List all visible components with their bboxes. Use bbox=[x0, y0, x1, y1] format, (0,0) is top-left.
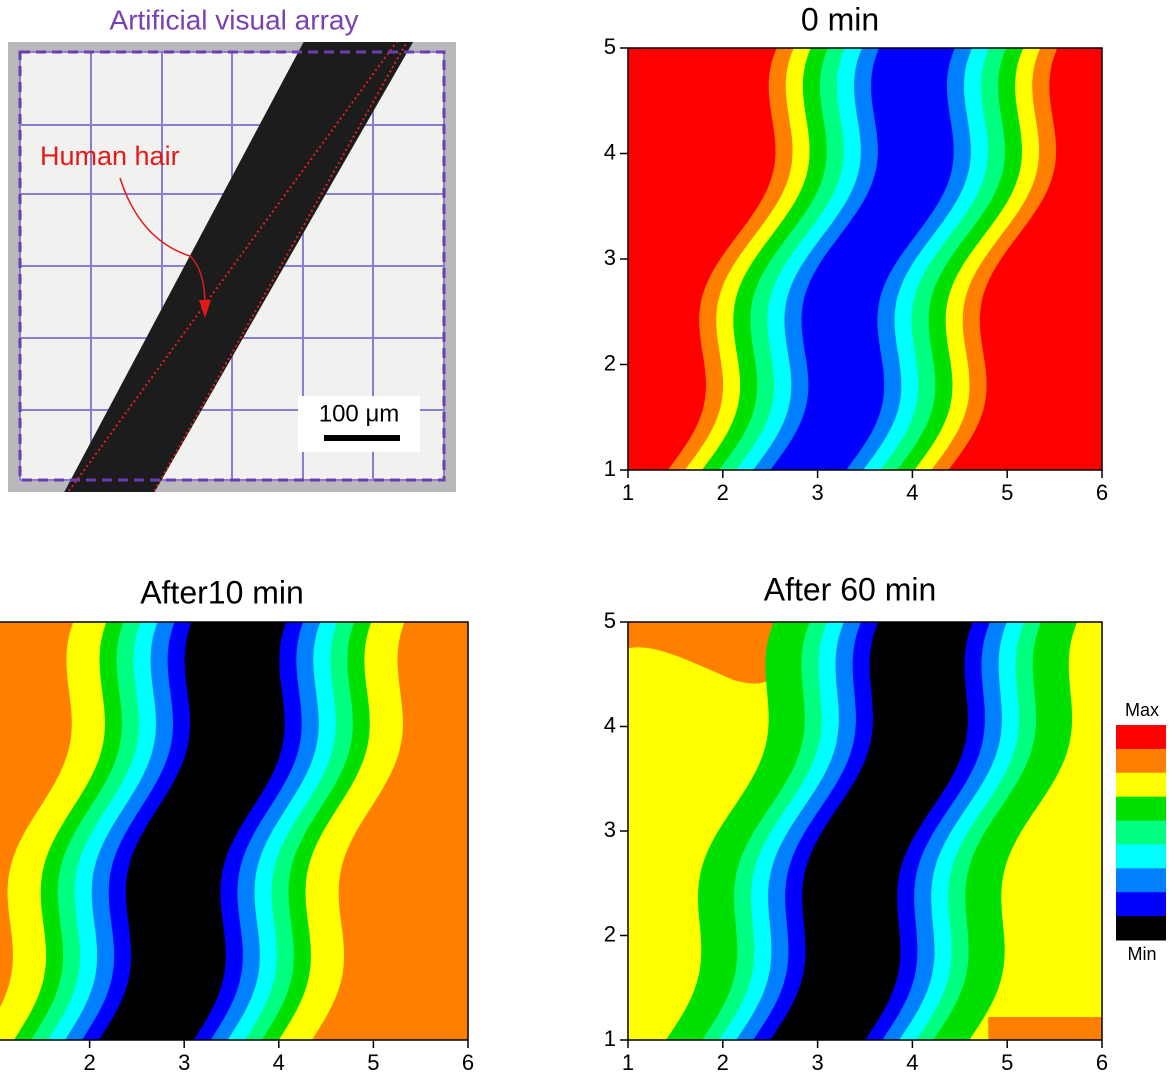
x-tick-label: 5 bbox=[1001, 480, 1013, 505]
contour-plot bbox=[0, 622, 468, 1040]
colorbar-swatch bbox=[1116, 796, 1166, 822]
x-tick-label: 5 bbox=[1001, 1050, 1013, 1075]
colorbar-swatch bbox=[1116, 916, 1166, 941]
x-tick-label: 3 bbox=[178, 1050, 190, 1075]
y-tick-label: 3 bbox=[604, 817, 616, 842]
y-tick-label: 2 bbox=[604, 921, 616, 946]
y-tick-label: 4 bbox=[604, 139, 616, 164]
contour-band bbox=[770, 48, 955, 470]
scale-label: 100 μm bbox=[319, 400, 400, 427]
chart-title: After 60 min bbox=[764, 571, 937, 607]
x-tick-label: 5 bbox=[367, 1050, 379, 1075]
contour-band bbox=[99, 622, 287, 1040]
colorbar-swatch bbox=[1116, 725, 1166, 750]
x-tick-label: 4 bbox=[906, 480, 918, 505]
contour-plot bbox=[628, 622, 1102, 1040]
x-tick-label: 6 bbox=[462, 1050, 474, 1075]
hair-edge bbox=[66, 42, 398, 492]
x-tick-label: 6 bbox=[1096, 480, 1108, 505]
x-tick-label: 3 bbox=[811, 480, 823, 505]
plot-frame bbox=[0, 621, 469, 1041]
y-tick-label: 3 bbox=[604, 245, 616, 270]
x-tick-label: 4 bbox=[906, 1050, 918, 1075]
x-tick-label: 4 bbox=[273, 1050, 285, 1075]
annotation: Human hair bbox=[40, 141, 180, 171]
scale-box bbox=[298, 396, 420, 452]
y-tick-label: 1 bbox=[604, 456, 616, 481]
y-tick-label: 5 bbox=[604, 34, 616, 59]
contour-blob bbox=[988, 1017, 1102, 1040]
colorbar-swatch bbox=[1116, 820, 1166, 845]
colorbar-max: Max bbox=[1125, 700, 1159, 720]
colorbar-swatch bbox=[1116, 772, 1166, 798]
x-tick-label: 2 bbox=[717, 1050, 729, 1075]
image-title: Artificial visual array bbox=[110, 4, 359, 35]
colorbar-swatch bbox=[1116, 868, 1166, 893]
x-tick-label: 6 bbox=[1096, 1050, 1108, 1075]
chart-title: After10 min bbox=[140, 574, 304, 610]
y-tick-label: 1 bbox=[604, 1026, 616, 1051]
x-tick-label: 2 bbox=[717, 480, 729, 505]
colorbar-swatch bbox=[1116, 844, 1166, 869]
x-tick-label: 3 bbox=[811, 1050, 823, 1075]
array-border bbox=[18, 50, 446, 482]
colorbar-swatch bbox=[1116, 892, 1166, 917]
arrow-head bbox=[199, 300, 211, 318]
chart-title: 0 min bbox=[801, 1, 879, 37]
annotation-arrow bbox=[119, 177, 206, 307]
hair bbox=[64, 42, 414, 492]
colorbar-min: Min bbox=[1127, 944, 1156, 964]
x-tick-label: 2 bbox=[83, 1050, 95, 1075]
x-tick-label: 1 bbox=[622, 480, 634, 505]
y-tick-label: 4 bbox=[604, 712, 616, 737]
hair-edge bbox=[152, 42, 409, 492]
y-tick-label: 5 bbox=[604, 608, 616, 633]
y-tick-label: 2 bbox=[604, 350, 616, 375]
contour-band bbox=[770, 622, 973, 1040]
x-tick-label: 1 bbox=[622, 1050, 634, 1075]
contour-blob bbox=[628, 622, 790, 684]
colorbar-swatch bbox=[1116, 748, 1166, 774]
contour-plot bbox=[628, 48, 1102, 470]
